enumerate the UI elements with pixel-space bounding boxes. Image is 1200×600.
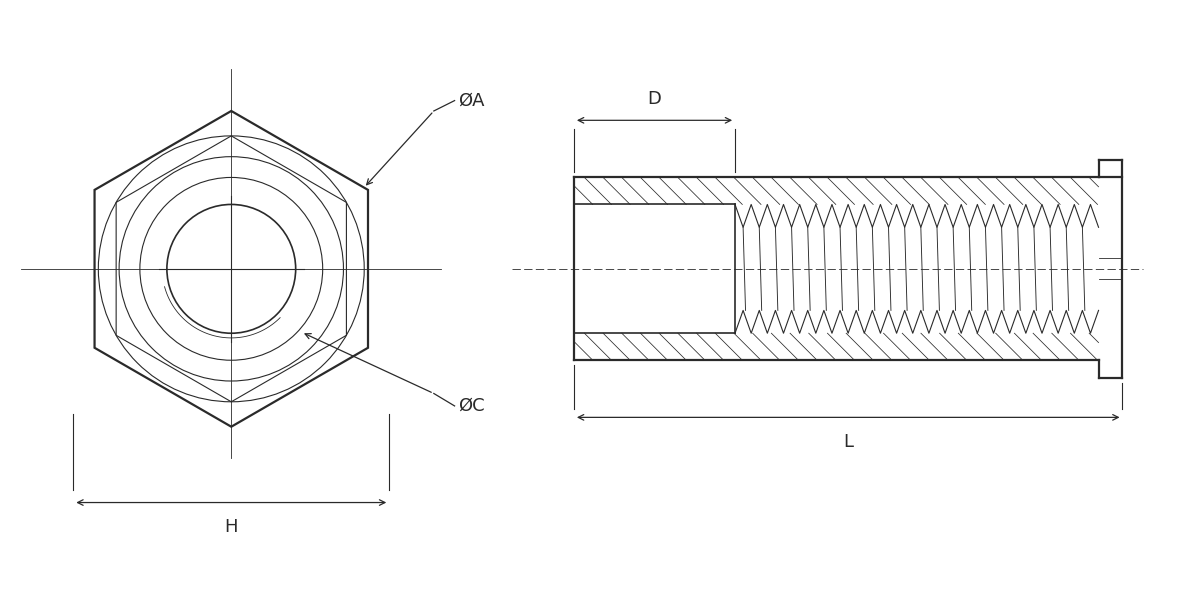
- Text: ØC: ØC: [457, 397, 485, 415]
- Text: ØA: ØA: [457, 92, 485, 110]
- Text: H: H: [224, 518, 238, 536]
- Text: D: D: [648, 90, 661, 108]
- Text: L: L: [844, 433, 853, 451]
